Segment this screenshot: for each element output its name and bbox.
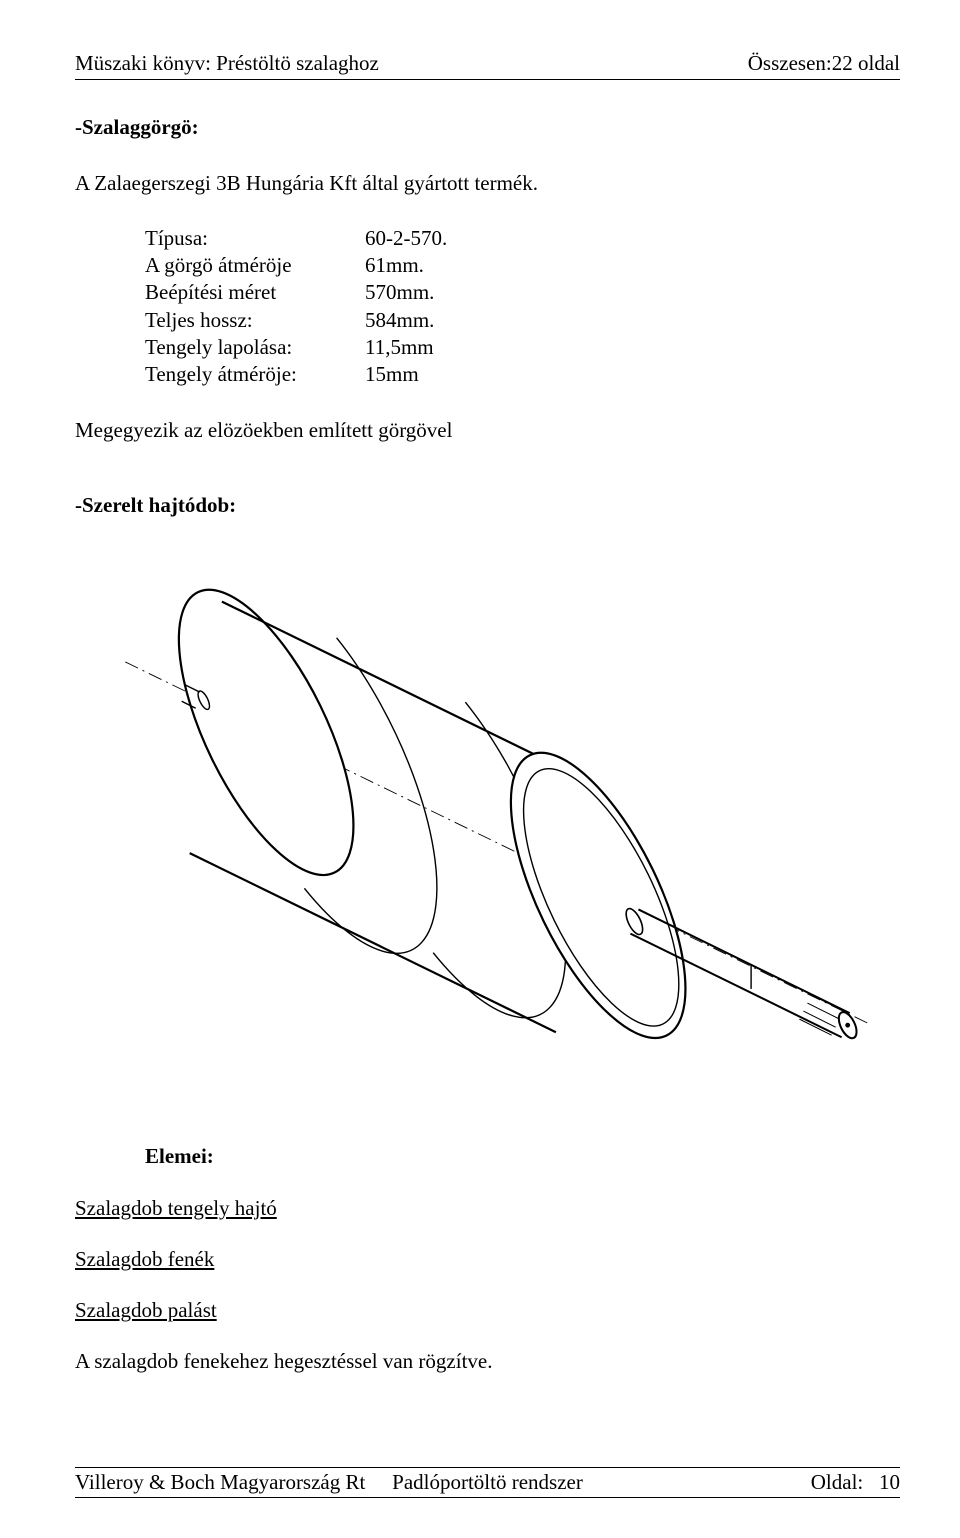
drum-diagram (75, 543, 900, 1123)
section2-title: -Szerelt hajtódob: (75, 492, 900, 519)
footer-right-label: Oldal: (811, 1470, 864, 1494)
spec-block: Típusa: 60-2-570. A görgö átméröje 61mm.… (145, 225, 900, 389)
elemei-block: Elemei: (145, 1143, 900, 1170)
elemei-final-line: A szalagdob fenekehez hegesztéssel van r… (75, 1348, 900, 1375)
spec-label: Teljes hossz: (145, 307, 365, 334)
elemei-item: Szalagdob palást (75, 1297, 900, 1324)
header-bar: Müszaki könyv: Préstöltö szalaghoz Össze… (75, 50, 900, 80)
elemei-item: Szalagdob tengely hajtó (75, 1195, 900, 1222)
section1-title: -Szalaggörgö: (75, 114, 900, 141)
elemei-heading: Elemei: (145, 1143, 900, 1170)
spec-row: Beépítési méret 570mm. (145, 279, 900, 306)
spec-row: Teljes hossz: 584mm. (145, 307, 900, 334)
page: Müszaki könyv: Préstöltö szalaghoz Össze… (0, 0, 960, 1538)
footer-left: Villeroy & Boch Magyarország Rt (75, 1469, 365, 1496)
section1-intro: A Zalaegerszegi 3B Hungária Kft által gy… (75, 170, 900, 197)
header-right: Összesen:22 oldal (748, 50, 900, 77)
spec-label: A görgö átméröje (145, 252, 365, 279)
spec-value: 570mm. (365, 279, 434, 306)
spec-row: Típusa: 60-2-570. (145, 225, 900, 252)
footer-bar: Villeroy & Boch Magyarország Rt Padlópor… (75, 1467, 900, 1498)
spec-row: A görgö átméröje 61mm. (145, 252, 900, 279)
spec-value: 15mm (365, 361, 419, 388)
match-line: Megegyezik az elözöekben említett görgöv… (75, 417, 900, 444)
spec-row: Tengely átméröje: 15mm (145, 361, 900, 388)
footer-center: Padlóportöltö rendszer (392, 1469, 583, 1496)
footer-page-num: 10 (879, 1470, 900, 1494)
header-left: Müszaki könyv: Préstöltö szalaghoz (75, 50, 379, 77)
elemei-item: Szalagdob fenék (75, 1246, 900, 1273)
spec-value: 61mm. (365, 252, 424, 279)
footer-right: Oldal: 10 (811, 1469, 900, 1496)
spec-label: Típusa: (145, 225, 365, 252)
drum-svg (75, 543, 900, 1123)
spec-value: 584mm. (365, 307, 434, 334)
spec-value: 11,5mm (365, 334, 434, 361)
spec-row: Tengely lapolása: 11,5mm (145, 334, 900, 361)
spec-value: 60-2-570. (365, 225, 447, 252)
spec-label: Beépítési méret (145, 279, 365, 306)
spec-label: Tengely átméröje: (145, 361, 365, 388)
spec-label: Tengely lapolása: (145, 334, 365, 361)
